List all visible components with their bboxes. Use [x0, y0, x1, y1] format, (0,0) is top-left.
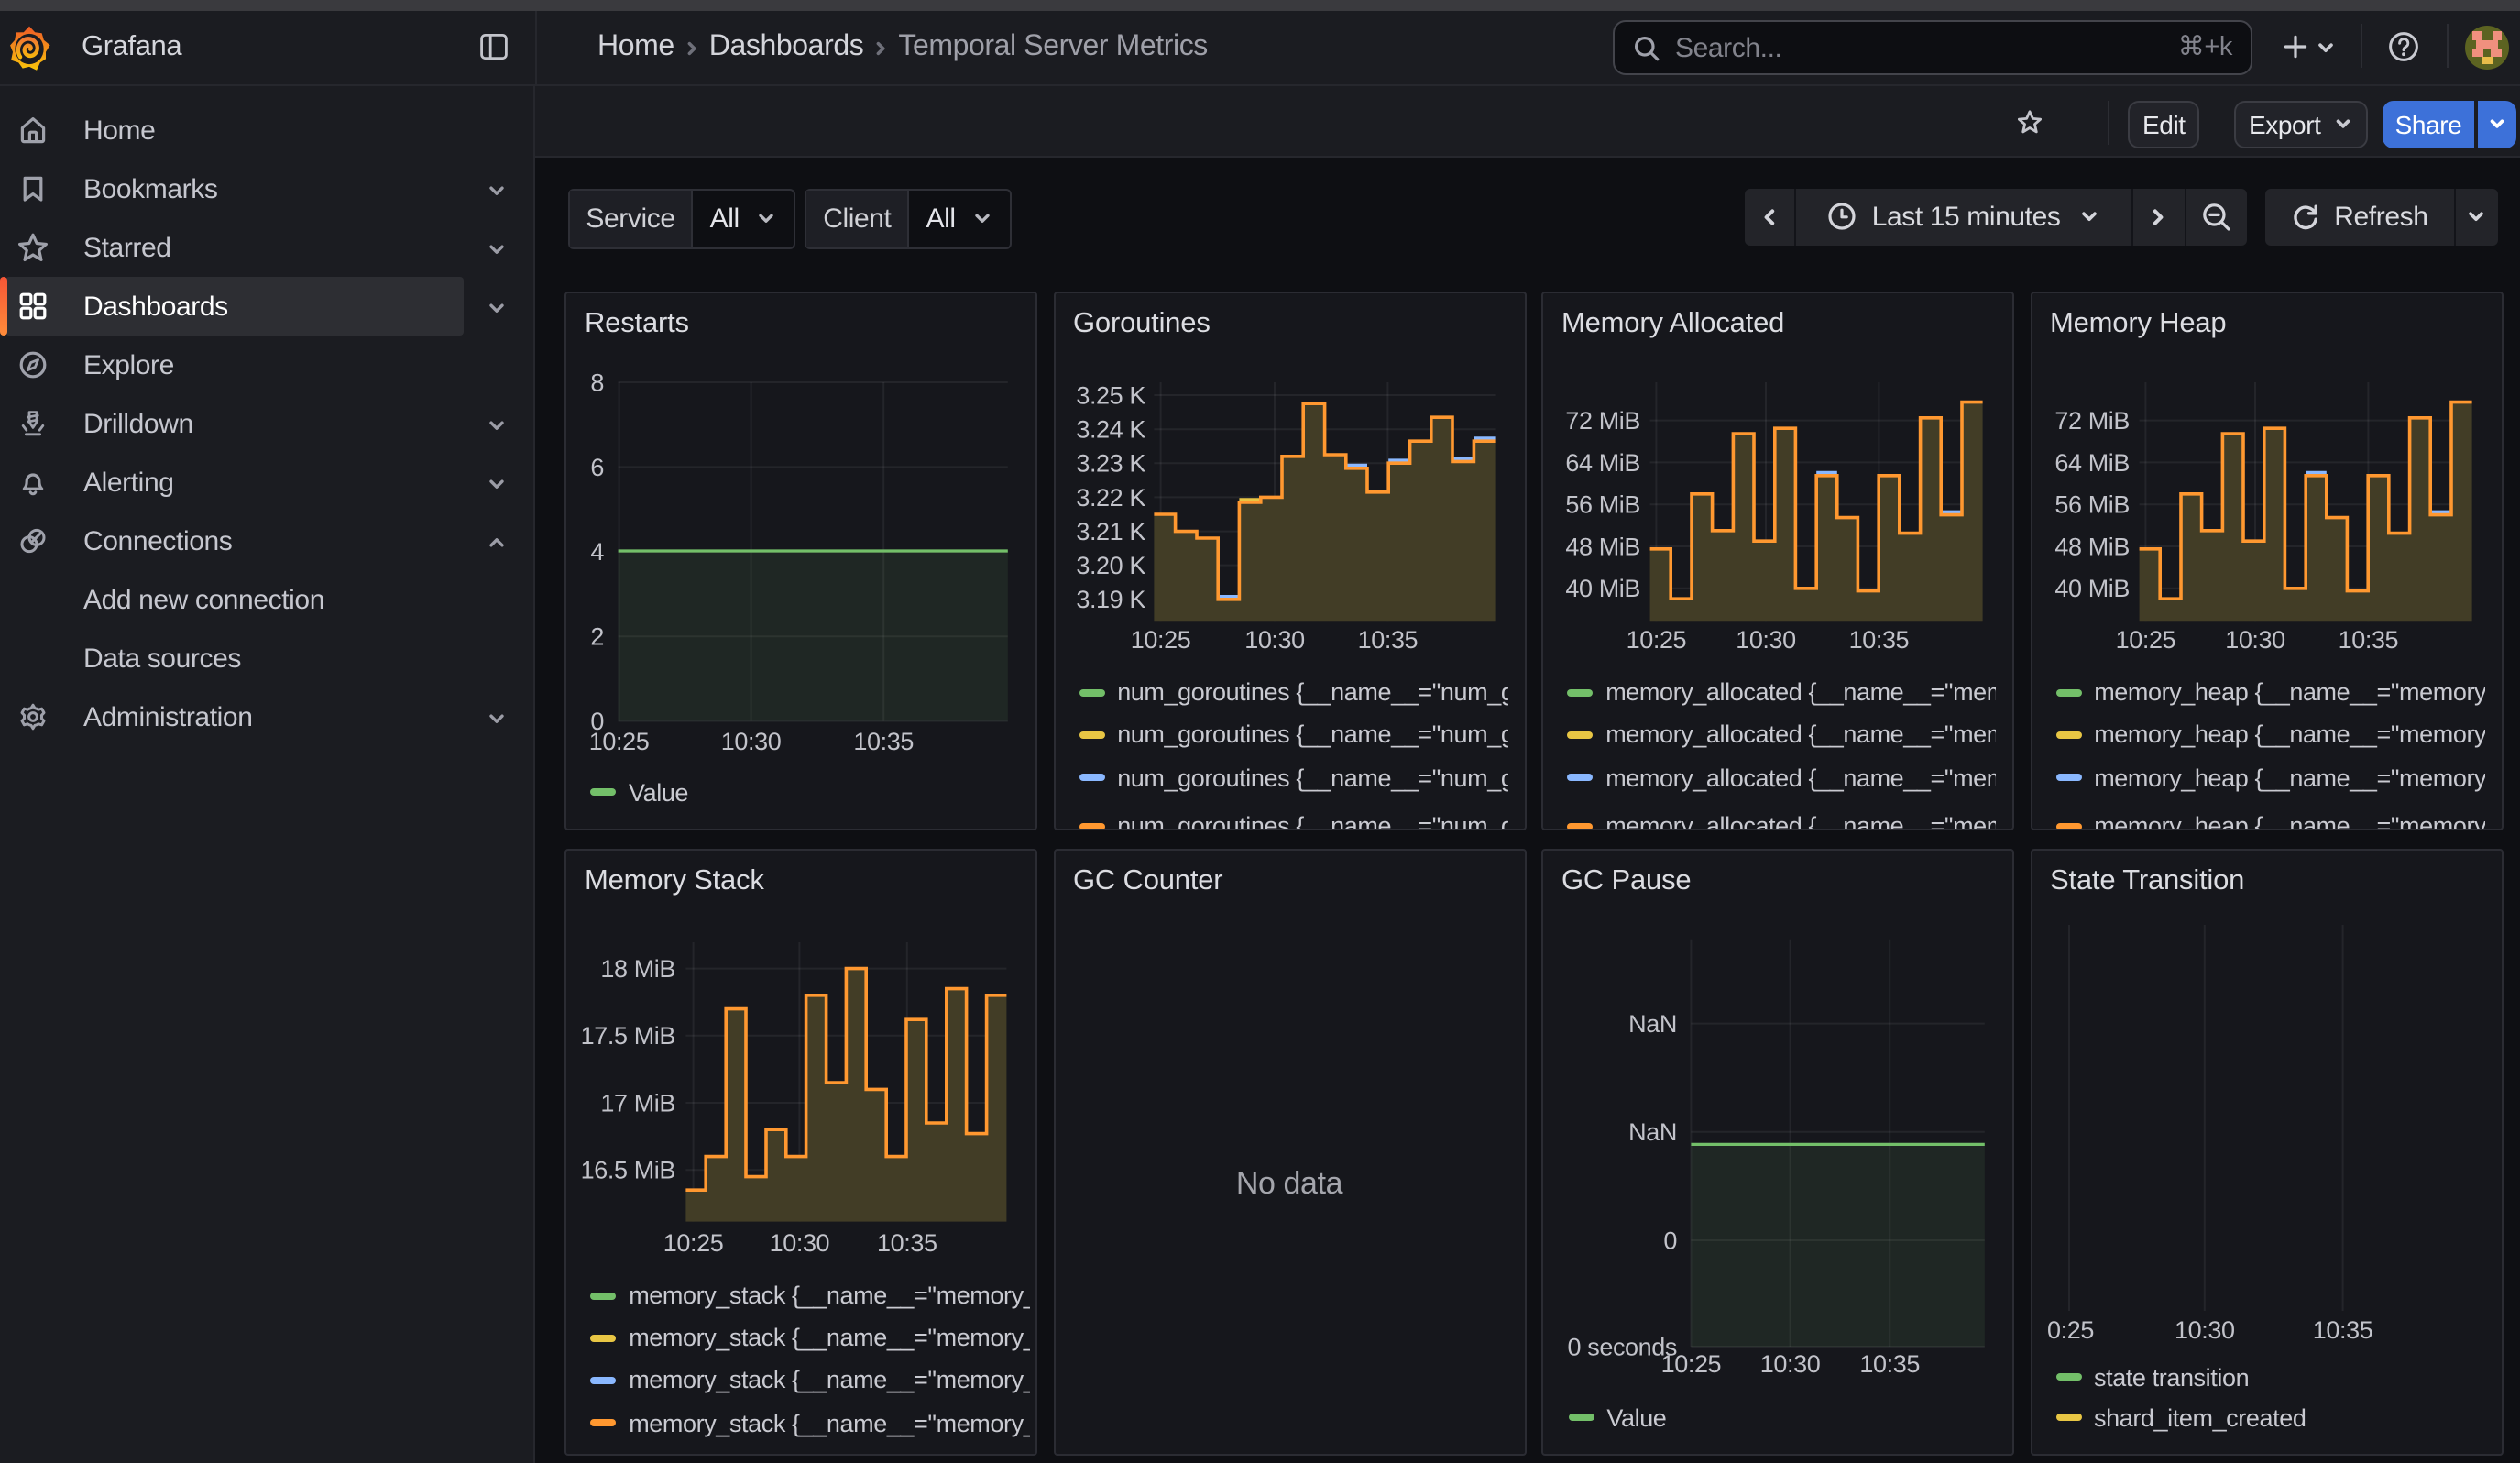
svg-text:4: 4	[590, 537, 604, 565]
svg-text:10:30: 10:30	[1244, 625, 1304, 653]
svg-text:10:30: 10:30	[770, 1228, 830, 1256]
svg-text:10:30: 10:30	[1736, 625, 1796, 653]
svg-text:10:35: 10:35	[853, 727, 914, 754]
svg-text:10:35: 10:35	[2338, 625, 2398, 653]
svg-text:40 MiB: 40 MiB	[1565, 574, 1640, 601]
svg-text:3.21 K: 3.21 K	[1075, 517, 1145, 544]
svg-text:56 MiB: 56 MiB	[1565, 490, 1640, 518]
svg-text:10:35: 10:35	[2312, 1315, 2372, 1343]
svg-text:10:30: 10:30	[1760, 1349, 1821, 1377]
svg-text:10:25: 10:25	[589, 727, 650, 754]
svg-text:3.19 K: 3.19 K	[1075, 585, 1145, 612]
svg-text:17 MiB: 17 MiB	[600, 1088, 675, 1116]
svg-text:10:25: 10:25	[2115, 625, 2175, 653]
svg-text:56 MiB: 56 MiB	[2054, 490, 2129, 518]
svg-text:64 MiB: 64 MiB	[1565, 448, 1640, 476]
svg-text:72 MiB: 72 MiB	[1565, 406, 1640, 434]
svg-text:0: 0	[1663, 1226, 1677, 1253]
svg-text:10:30: 10:30	[2224, 625, 2284, 653]
svg-text:16.5 MiB: 16.5 MiB	[581, 1156, 675, 1183]
svg-text:2: 2	[590, 622, 604, 650]
svg-text:10:25: 10:25	[1661, 1349, 1722, 1377]
svg-text:18 MiB: 18 MiB	[600, 954, 675, 982]
svg-text:3.25 K: 3.25 K	[1075, 380, 1145, 408]
svg-text:3.20 K: 3.20 K	[1075, 551, 1145, 578]
svg-text:6: 6	[590, 453, 604, 480]
svg-text:48 MiB: 48 MiB	[2054, 532, 2129, 559]
svg-text:8: 8	[590, 368, 604, 395]
svg-text:72 MiB: 72 MiB	[2054, 406, 2129, 434]
svg-text:10:30: 10:30	[721, 727, 782, 754]
svg-text:10:25: 10:25	[1627, 625, 1687, 653]
svg-text:10:35: 10:35	[1357, 625, 1418, 653]
svg-text:3.23 K: 3.23 K	[1075, 449, 1145, 477]
svg-text:10:30: 10:30	[2174, 1315, 2234, 1343]
svg-text:10:35: 10:35	[877, 1228, 937, 1256]
svg-text:NaN: NaN	[1628, 1009, 1677, 1037]
svg-text:3.24 K: 3.24 K	[1075, 415, 1145, 443]
svg-text:NaN: NaN	[1628, 1117, 1677, 1145]
svg-text:0:25: 0:25	[2046, 1315, 2093, 1343]
svg-text:0: 0	[590, 707, 604, 734]
svg-text:48 MiB: 48 MiB	[1565, 532, 1640, 559]
svg-text:0 seconds: 0 seconds	[1568, 1332, 1677, 1359]
svg-text:64 MiB: 64 MiB	[2054, 448, 2129, 476]
svg-text:10:35: 10:35	[1849, 625, 1910, 653]
svg-text:3.22 K: 3.22 K	[1075, 483, 1145, 511]
svg-text:10:35: 10:35	[1859, 1349, 1920, 1377]
svg-text:40 MiB: 40 MiB	[2054, 574, 2129, 601]
svg-text:10:25: 10:25	[1130, 625, 1190, 653]
svg-text:17.5 MiB: 17.5 MiB	[581, 1021, 675, 1049]
svg-text:10:25: 10:25	[663, 1228, 724, 1256]
